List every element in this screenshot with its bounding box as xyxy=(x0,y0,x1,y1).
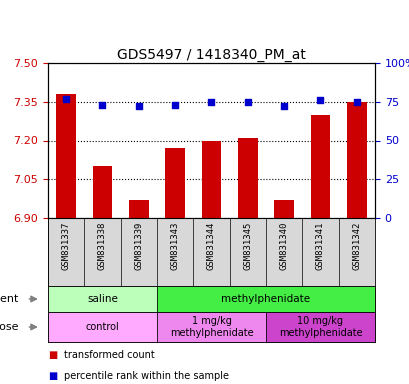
Text: methylphenidate: methylphenidate xyxy=(221,294,310,304)
Text: GSM831337: GSM831337 xyxy=(61,222,70,270)
Text: ■: ■ xyxy=(48,371,57,381)
Point xyxy=(280,103,287,109)
Text: ■: ■ xyxy=(48,350,57,360)
Bar xyxy=(48,312,157,342)
Bar xyxy=(48,286,157,312)
Text: agent: agent xyxy=(0,294,19,304)
Point xyxy=(99,102,106,108)
Title: GDS5497 / 1418340_PM_at: GDS5497 / 1418340_PM_at xyxy=(117,48,305,62)
Text: control: control xyxy=(85,322,119,332)
Text: GSM831344: GSM831344 xyxy=(207,222,216,270)
Text: percentile rank within the sample: percentile rank within the sample xyxy=(64,371,229,381)
Text: dose: dose xyxy=(0,322,19,332)
Bar xyxy=(157,312,265,342)
Text: saline: saline xyxy=(87,294,118,304)
Point xyxy=(135,103,142,109)
Text: 1 mg/kg
methylphenidate: 1 mg/kg methylphenidate xyxy=(169,316,253,338)
Bar xyxy=(346,102,366,218)
Point xyxy=(244,99,250,105)
Text: GSM831339: GSM831339 xyxy=(134,222,143,270)
Text: GSM831343: GSM831343 xyxy=(170,222,179,270)
Bar xyxy=(201,141,221,218)
Text: transformed count: transformed count xyxy=(64,350,155,360)
Bar xyxy=(310,115,330,218)
Text: GSM831342: GSM831342 xyxy=(351,222,360,270)
Text: GSM831341: GSM831341 xyxy=(315,222,324,270)
Point xyxy=(317,97,323,103)
Bar xyxy=(92,166,112,218)
Point xyxy=(171,102,178,108)
Bar xyxy=(237,138,257,218)
Bar xyxy=(56,94,76,218)
Point xyxy=(63,96,69,102)
Bar xyxy=(165,148,185,218)
Bar xyxy=(157,286,374,312)
Bar xyxy=(274,200,293,218)
Point xyxy=(353,99,359,105)
Text: 10 mg/kg
methylphenidate: 10 mg/kg methylphenidate xyxy=(278,316,362,338)
Text: GSM831338: GSM831338 xyxy=(98,222,107,270)
Bar xyxy=(128,200,148,218)
Text: GSM831340: GSM831340 xyxy=(279,222,288,270)
Point xyxy=(208,99,214,105)
Bar xyxy=(265,312,374,342)
Text: GSM831345: GSM831345 xyxy=(243,222,252,270)
